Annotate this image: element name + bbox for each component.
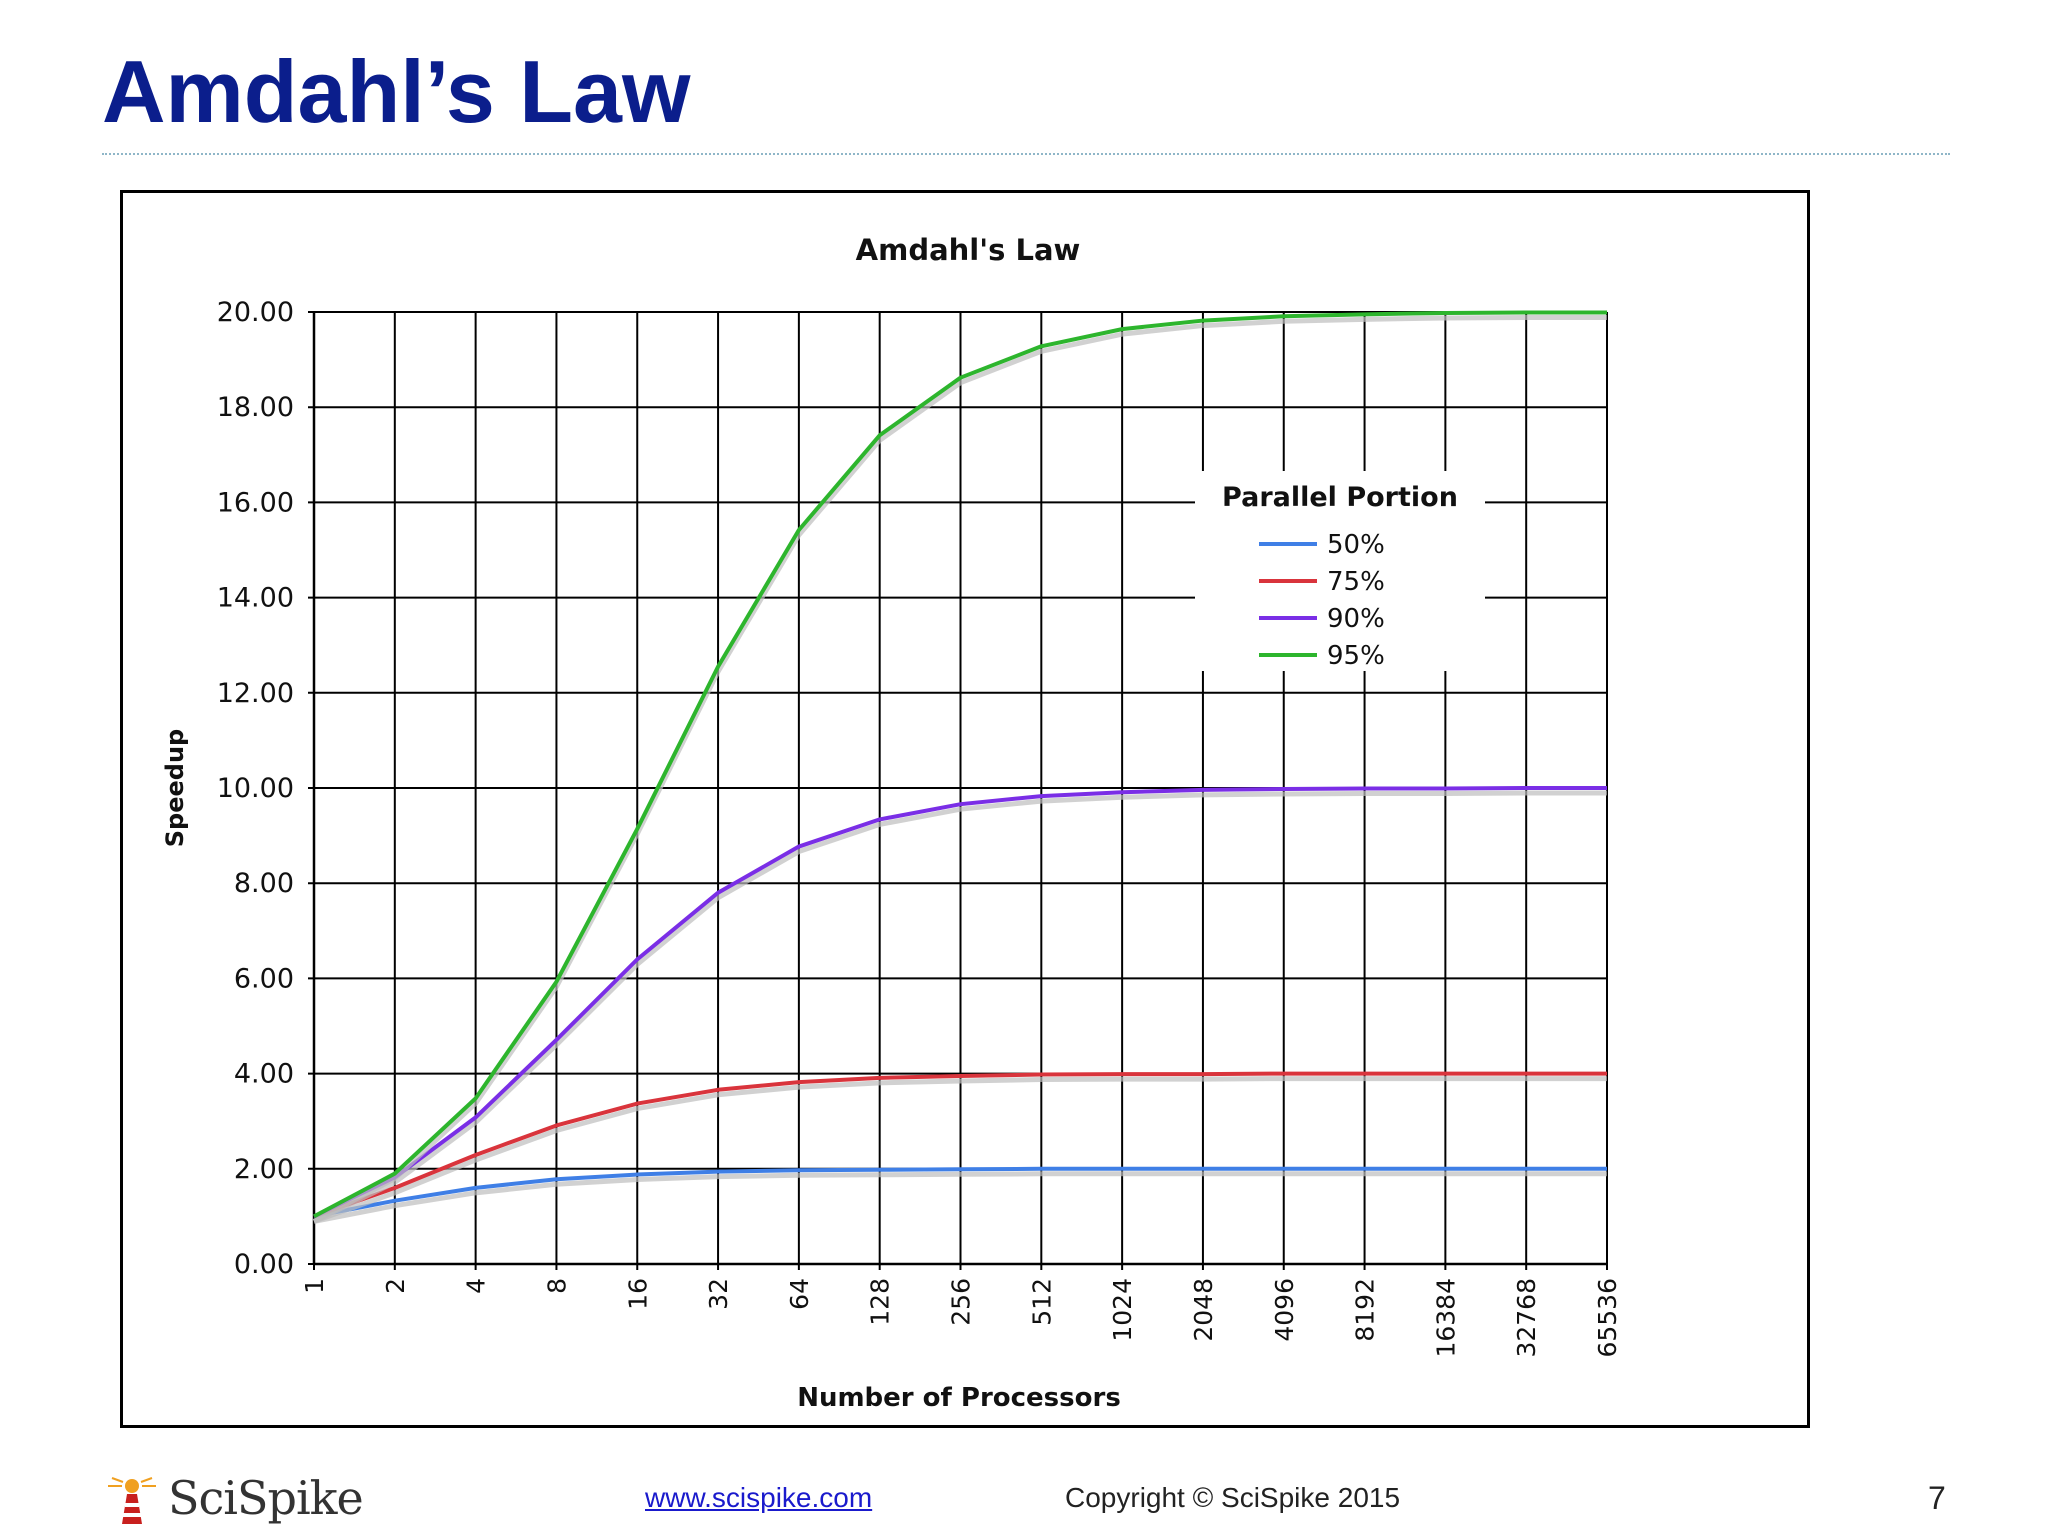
x-tick-label: 128 [866, 1278, 895, 1326]
x-tick-label: 16 [623, 1278, 652, 1310]
x-tick-label: 64 [785, 1278, 814, 1310]
x-tick-label: 4 [462, 1278, 491, 1294]
legend-box [1195, 471, 1485, 671]
x-tick-label: 512 [1027, 1278, 1056, 1326]
series-shadow [312, 314, 1607, 1224]
legend: Parallel Portion 50% 75% 90% 95% [1195, 471, 1485, 671]
y-tick-label: 4.00 [234, 1059, 294, 1090]
series-shadow [313, 1171, 1607, 1224]
y-tick-label: 0.00 [234, 1249, 294, 1280]
series-line-90pct [313, 786, 1607, 1219]
data-series [312, 310, 1607, 1224]
x-tick-label: 256 [947, 1278, 976, 1326]
logo-text: SciSpike [168, 1471, 364, 1525]
x-tick-label: 65536 [1593, 1278, 1622, 1358]
amdahl-chart: Amdahl's Law Speedup Number of Processor… [161, 233, 1622, 1413]
title-divider [102, 153, 1950, 155]
y-tick-label: 6.00 [234, 963, 294, 994]
y-tick-label: 2.00 [234, 1154, 294, 1185]
y-axis-label: Speedup [161, 729, 189, 847]
legend-item-label: 95% [1327, 641, 1385, 671]
y-tick-label: 8.00 [234, 868, 294, 899]
x-tick-label: 32768 [1512, 1278, 1541, 1358]
series-line-95pct [313, 310, 1607, 1219]
lighthouse-icon [108, 1477, 156, 1524]
series-line-50pct [313, 1166, 1607, 1219]
x-tick-label: 8192 [1351, 1278, 1380, 1342]
scispike-logo: SciSpike [104, 1468, 364, 1528]
axes: 0.00 2.00 4.00 6.00 8.00 10.00 12.00 14.00 16.00… [217, 297, 1622, 1358]
y-tick-label: 10.00 [217, 773, 294, 804]
x-tick-label: 32 [704, 1278, 733, 1310]
y-tick-label: 14.00 [217, 583, 294, 614]
chart-title: Amdahl's Law [856, 233, 1081, 267]
page-number: 7 [1928, 1480, 1946, 1516]
series-line-75pct [313, 1071, 1607, 1219]
x-tick-label: 2 [381, 1278, 410, 1294]
y-tick-label: 20.00 [217, 297, 294, 328]
x-tick-label: 1 [300, 1278, 329, 1294]
footer-copyright: Copyright © SciSpike 2015 [1065, 1482, 1401, 1513]
legend-item-label: 50% [1327, 530, 1385, 560]
x-tick-label: 8 [542, 1278, 571, 1294]
y-tick-label: 18.00 [217, 392, 294, 423]
y-tick-label: 12.00 [217, 678, 294, 709]
footer-website-link[interactable]: www.scispike.com [645, 1482, 873, 1513]
legend-item-label: 90% [1327, 604, 1385, 634]
legend-title: Parallel Portion [1222, 482, 1458, 513]
slide-title: Amdahl’s Law [102, 42, 691, 141]
x-axis-label: Number of Processors [797, 1383, 1121, 1413]
y-tick-label: 16.00 [217, 487, 294, 518]
series-shadow [313, 1076, 1607, 1224]
chart-frame: Amdahl's Law Speedup Number of Processor… [120, 190, 1810, 1428]
legend-item-label: 75% [1327, 567, 1385, 597]
x-tick-label: 1024 [1108, 1278, 1137, 1342]
x-tick-label: 16384 [1431, 1278, 1460, 1358]
x-tick-label: 4096 [1270, 1278, 1299, 1342]
x-tick-label: 2048 [1189, 1278, 1218, 1342]
series-shadow [312, 790, 1607, 1224]
